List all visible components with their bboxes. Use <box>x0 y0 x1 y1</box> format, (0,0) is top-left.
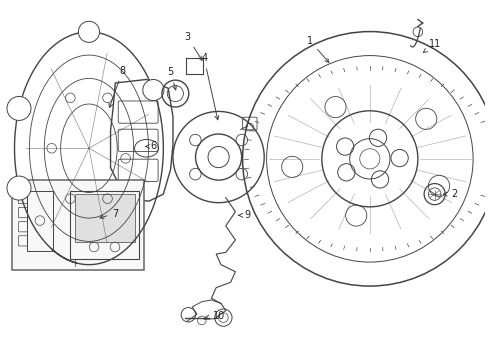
Text: 7: 7 <box>100 208 119 219</box>
Bar <box>74 194 135 242</box>
Ellipse shape <box>143 80 164 100</box>
Ellipse shape <box>78 21 99 42</box>
Text: 11: 11 <box>423 39 441 53</box>
Ellipse shape <box>7 96 31 121</box>
Text: 4: 4 <box>201 53 219 120</box>
Text: 8: 8 <box>109 66 125 108</box>
Bar <box>27 190 53 251</box>
Text: 2: 2 <box>443 189 457 199</box>
Bar <box>12 180 144 270</box>
Text: 3: 3 <box>184 32 202 60</box>
Text: 10: 10 <box>205 311 225 321</box>
Text: 1: 1 <box>307 36 329 62</box>
Ellipse shape <box>7 176 31 200</box>
Text: 6: 6 <box>145 141 157 152</box>
Text: 9: 9 <box>239 210 250 220</box>
Text: 5: 5 <box>168 67 176 90</box>
Bar <box>70 190 139 259</box>
